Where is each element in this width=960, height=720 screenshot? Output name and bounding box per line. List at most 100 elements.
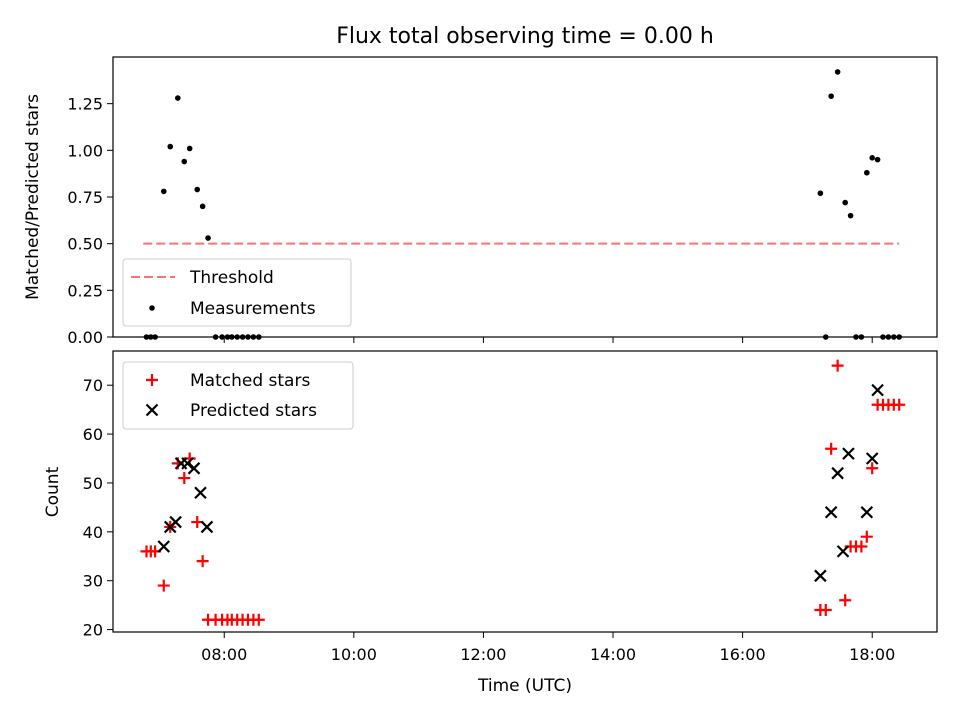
predicted-star-point — [169, 515, 182, 529]
matched-star-point — [855, 540, 868, 553]
measurement-point — [858, 334, 865, 340]
matched-star-point — [860, 530, 873, 543]
predicted-star-point — [194, 486, 207, 499]
bottom-legend: Matched stars Predicted stars — [122, 361, 354, 430]
bottom-x-tick-label: 14:00 — [590, 645, 636, 664]
matched-star-point — [831, 359, 844, 372]
predicted-star-point — [157, 540, 171, 553]
bottom-panel: Count Time (UTC) 20 30 40 50 60 70 08:00 10:00… — [43, 350, 938, 696]
bottom-y-tick-label: 50 — [83, 474, 103, 493]
bottom-x-tick-label: 12:00 — [460, 645, 506, 664]
predicted-star-point — [860, 505, 874, 519]
bottom-y-tick-label: 20 — [83, 621, 103, 640]
top-chart-title: Flux total observing time = 0.00 h — [336, 24, 714, 49]
measurement-point — [174, 95, 181, 101]
bottom-y-tick-label: 70 — [83, 376, 103, 395]
measurement-point — [896, 334, 903, 340]
predicted-star-point — [187, 462, 201, 475]
legend-threshold-label: Threshold — [189, 268, 274, 288]
predicted-star-point — [836, 545, 850, 558]
bottom-y-tick-label: 60 — [83, 425, 103, 444]
predicted-star-point — [181, 457, 194, 470]
measurement-point — [181, 158, 188, 165]
measurement-point — [160, 188, 167, 195]
measurement-point — [205, 235, 211, 241]
bottom-x-tick-label: 18:00 — [849, 645, 895, 664]
measurement-point — [234, 334, 240, 340]
bottom-panel-frame — [112, 350, 938, 633]
measurement-point — [255, 334, 262, 340]
bottom-x-axis-label: Time (UTC) — [477, 676, 572, 696]
measurement-point — [147, 334, 154, 340]
legend-measurements-label: Measurements — [190, 299, 316, 319]
predicted-star-point — [831, 466, 844, 480]
top-legend-box — [122, 258, 352, 327]
measurement-point — [885, 334, 892, 340]
measurement-point — [152, 334, 158, 340]
measurement-point — [880, 334, 886, 340]
legend-matched-swatch — [146, 374, 158, 386]
top-panel: Matched/Predicted stars 0.00 0.25 0.50 0.75… — [23, 56, 938, 347]
top-y-axis-label: Matched/Predicted stars — [23, 94, 43, 300]
measurement-point — [842, 199, 849, 206]
bottom-x-tick-label: 16:00 — [720, 645, 766, 664]
measurement-point — [869, 155, 876, 161]
matched-star-point — [825, 442, 838, 455]
matched-star-point — [839, 594, 852, 607]
top-y-tick-label: 0.00 — [67, 328, 103, 347]
measurement-point — [199, 203, 206, 210]
bottom-x-axis: 08:00 10:00 12:00 14:00 16:00 18:00 — [201, 632, 895, 664]
bottom-legend-box — [122, 361, 354, 430]
matched-star-point — [866, 462, 879, 475]
top-x-axis — [223, 337, 873, 343]
bottom-x-tick-label: 08:00 — [201, 645, 247, 664]
bottom-y-tick-label: 40 — [83, 523, 103, 542]
predicted-star-point — [871, 383, 884, 397]
top-y-tick-label: 0.75 — [67, 188, 103, 207]
bottom-y-axis: 20 30 40 50 60 70 — [83, 376, 113, 640]
top-y-tick-label: 1.25 — [67, 95, 103, 114]
predicted-star-point — [865, 452, 879, 465]
measurement-point — [874, 156, 881, 163]
measurement-point — [228, 334, 235, 340]
measurement-point — [224, 334, 231, 340]
top-plot-area — [143, 69, 903, 340]
matched-star-point — [252, 613, 265, 626]
top-y-tick-label: 0.50 — [67, 235, 103, 254]
top-y-tick-label: 0.25 — [67, 281, 103, 300]
measurement-point — [245, 334, 251, 340]
predicted-star-point — [824, 505, 838, 519]
measurement-point — [186, 145, 193, 152]
measurement-point — [194, 186, 201, 193]
legend-predicted-swatch — [145, 403, 159, 417]
measurement-point — [822, 334, 829, 340]
predicted-star-point — [814, 569, 827, 583]
measurement-point — [864, 169, 870, 176]
matched-star-point — [178, 472, 191, 485]
legend-predicted-label: Predicted stars — [190, 401, 317, 421]
measurement-point — [212, 334, 219, 340]
matched-star-point — [819, 604, 832, 617]
legend-matched-label: Matched stars — [190, 371, 310, 391]
measurement-point — [167, 143, 174, 150]
matched-star-point — [157, 579, 170, 592]
legend-measurement-swatch — [149, 305, 155, 311]
bottom-x-tick-label: 10:00 — [331, 645, 377, 664]
measurement-point — [834, 69, 841, 75]
measurement-point — [219, 334, 225, 340]
measurement-point — [143, 334, 150, 340]
matched-star-point — [893, 398, 906, 411]
top-y-axis: 0.00 0.25 0.50 0.75 1.00 1.25 — [67, 95, 113, 347]
measurement-point — [891, 334, 897, 340]
top-legend: Threshold Measurements — [122, 258, 352, 327]
predicted-star-point — [842, 447, 855, 460]
measurement-point — [250, 334, 257, 340]
bottom-plot-area — [140, 359, 906, 626]
measurement-point — [817, 190, 824, 197]
measurement-point — [239, 334, 246, 340]
bottom-y-axis-label: Count — [43, 466, 63, 517]
measurement-point — [847, 212, 854, 219]
measurement-point — [828, 93, 834, 99]
